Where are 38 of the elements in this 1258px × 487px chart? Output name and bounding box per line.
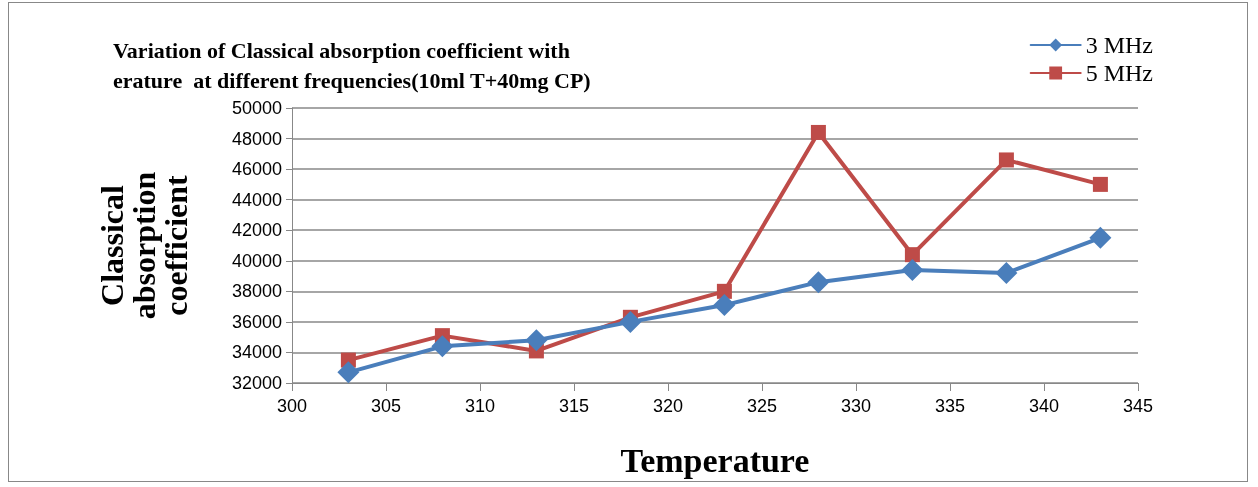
legend-label: 5 MHz (1085, 60, 1153, 86)
y-tick-label: 50000 (231, 98, 282, 118)
y-tick-label: 46000 (231, 159, 282, 180)
legend-label: 3 MHz (1085, 32, 1153, 58)
x-tick-label: 330 (840, 396, 872, 416)
point (337, 361, 360, 384)
point (431, 335, 454, 358)
x-tick-label: 325 (746, 396, 778, 416)
x-tick-label: 335 (934, 396, 966, 416)
y-tick-label: 42000 (231, 220, 282, 241)
y-tick-label: 34000 (231, 342, 282, 363)
point (525, 329, 548, 352)
x-tick-label: 320 (652, 396, 684, 416)
x-tick-label: 310 (464, 396, 496, 416)
point (995, 262, 1018, 284)
x-tick-label: 315 (558, 396, 590, 416)
point (713, 294, 736, 317)
y-tick-label: 44000 (231, 189, 282, 210)
chart-title: Variation of Classical absorption coefficient with erature at different frequencies(10ml T+40mg CP) (113, 37, 591, 93)
point (901, 258, 924, 281)
point (807, 271, 830, 294)
point (1092, 176, 1108, 192)
x-tick-label: 345 (1122, 396, 1154, 416)
y-axis-title: Classical absorption coefficient (94, 171, 194, 320)
point (998, 152, 1014, 168)
x-tick-label: 305 (370, 396, 402, 416)
y-tick-label: 36000 (231, 311, 282, 332)
y-tick-label: 38000 (231, 281, 282, 302)
point (904, 247, 920, 263)
point (619, 310, 642, 333)
y-tick-label: 40000 (231, 250, 282, 271)
point (810, 124, 826, 140)
x-tick-label: 300 (276, 396, 308, 416)
x-tick-label: 340 (1028, 396, 1060, 416)
point (1089, 226, 1112, 249)
x-axis-title: Temperature (620, 441, 810, 479)
y-tick-label: 32000 (231, 373, 282, 393)
y-tick-label: 48000 (231, 128, 282, 149)
